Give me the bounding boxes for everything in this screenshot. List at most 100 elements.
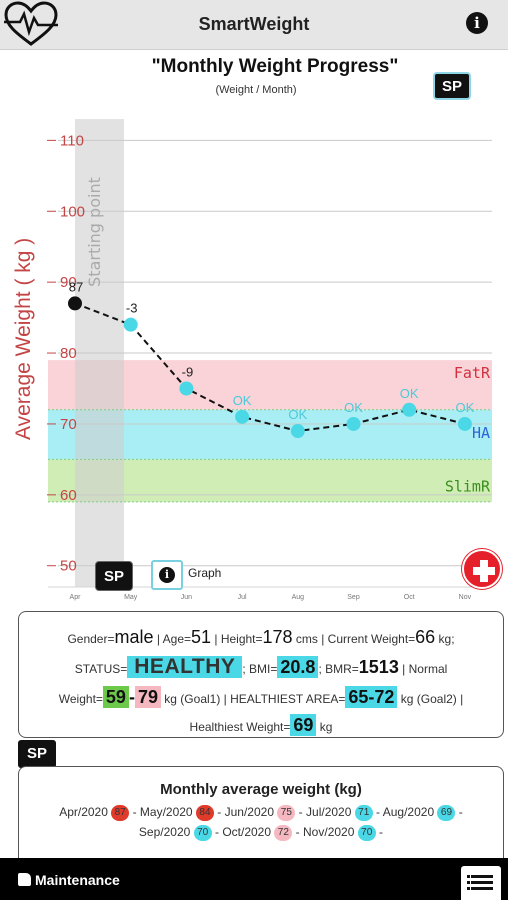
- app-title: SmartWeight: [198, 14, 310, 34]
- data-label: OK: [233, 393, 252, 408]
- y-axis-title: Average Weight ( kg ): [12, 238, 35, 440]
- summary-line-2: STATUS= HEALTHY; BMI= 20.8; BMR=1513 | Nor…: [19, 652, 503, 682]
- age-value: 51: [191, 627, 212, 647]
- x-tick-label: Oct: [404, 594, 415, 601]
- data-label: OK: [456, 400, 475, 415]
- add-weight-button[interactable]: [462, 549, 502, 589]
- month-separator: -: [455, 805, 463, 819]
- current-weight-unit: kg;: [435, 632, 455, 646]
- menu-list-icon[interactable]: [461, 866, 501, 900]
- month-separator: -: [295, 805, 307, 819]
- weight-chart-svg: 110 100 90 80 70 60 50 FatR HA SlimR Average Weigh…: [12, 119, 492, 601]
- month-value-badge: 84: [195, 804, 214, 821]
- month-separator: -: [292, 825, 304, 839]
- month-label: Sep/2020: [138, 825, 194, 839]
- y-tick-label: 70: [60, 416, 77, 433]
- status-badge: HEALTHY: [127, 656, 243, 678]
- month-separator: -: [372, 805, 383, 819]
- info-icon[interactable]: i: [466, 12, 488, 34]
- bmr-label: ; BMR=: [318, 662, 359, 676]
- data-label: -9: [182, 364, 194, 379]
- data-point: [402, 402, 417, 417]
- data-label: -3: [126, 301, 138, 316]
- x-tick-label: Nov: [459, 594, 472, 601]
- status-label: STATUS=: [74, 662, 128, 676]
- graph-info-button[interactable]: i: [151, 560, 183, 590]
- maintenance-label: Maintenance: [35, 872, 120, 888]
- zone-label-ha: HA: [472, 424, 490, 442]
- month-separator: -: [375, 825, 384, 839]
- month-value-badge: 69: [437, 804, 456, 821]
- month-value-badge: 70: [357, 824, 376, 841]
- healthiest-label: Healthiest Weight=: [189, 720, 291, 734]
- maintenance-tab[interactable]: Maintenance: [18, 872, 120, 888]
- data-point: [179, 381, 194, 396]
- data-point: [457, 416, 472, 431]
- data-point: [68, 296, 82, 311]
- monthly-list: Apr/2020 87 - May/2020 84 - Jun/2020 75 …: [19, 802, 503, 842]
- goal1-dash: -: [128, 687, 135, 707]
- data-point: [346, 416, 361, 431]
- graph-label: Graph: [188, 566, 222, 580]
- monthly-line: Apr/2020 87 - May/2020 84 - Jun/2020 75 …: [19, 802, 503, 822]
- healthiest-value: 69: [290, 714, 317, 736]
- weight-label: Weight=: [58, 692, 103, 706]
- month-label: Aug/2020: [382, 805, 438, 819]
- sp-badge-top[interactable]: SP: [433, 72, 471, 100]
- sp-badge-mid[interactable]: SP: [18, 740, 56, 768]
- x-tick-label: May: [124, 594, 138, 601]
- bmr-suffix: | Normal: [398, 662, 448, 676]
- weight-series-line: [74, 302, 466, 433]
- summary-line-4: Healthiest Weight= 69 kg: [19, 712, 503, 742]
- month-value-badge: 71: [354, 804, 373, 821]
- bmr-value: 1513: [358, 657, 399, 677]
- app-header: SmartWeight i: [0, 0, 508, 50]
- y-tick-label: 60: [60, 487, 77, 504]
- y-tick-label: 50: [60, 558, 77, 575]
- monthly-line: Sep/2020 70 - Oct/2020 72 - Nov/2020 70 …: [19, 822, 503, 842]
- monthly-title: Monthly average weight (kg): [160, 781, 362, 798]
- month-value-badge: 72: [274, 824, 293, 841]
- x-tick-label: Aug: [292, 594, 305, 601]
- chart-title: "Monthly Weight Progress": [151, 56, 399, 77]
- zone-label-slimr: SlimR: [445, 477, 491, 495]
- zone-label-fatr: FatR: [454, 364, 491, 382]
- data-point: [235, 409, 250, 424]
- height-value: 178: [262, 627, 293, 647]
- data-point: [123, 317, 138, 332]
- info-icon: i: [159, 567, 175, 583]
- month-label: Oct/2020: [222, 825, 275, 839]
- month-value-badge: 87: [111, 804, 130, 821]
- month-label: Jun/2020: [224, 805, 278, 819]
- summary-line-3: Weight= 59-79 kg (Goal1) | HEALTHIEST ARE…: [19, 682, 503, 712]
- current-weight-value: 66: [415, 627, 436, 647]
- data-label: OK: [288, 407, 307, 422]
- x-tick-label: Jun: [181, 594, 192, 601]
- month-separator: -: [213, 805, 225, 819]
- data-label: OK: [344, 400, 363, 415]
- x-tick-label: Sep: [347, 594, 360, 601]
- data-label: 87: [69, 279, 83, 294]
- gender-value: male: [114, 627, 154, 647]
- month-separator: -: [129, 805, 140, 819]
- bmi-value: 20.8: [277, 656, 319, 678]
- chart-subtitle: (Weight / Month): [215, 84, 297, 96]
- gender-label: Gender=: [67, 632, 115, 646]
- y-tick-label: 90: [60, 274, 77, 291]
- height-label: | Height=: [211, 632, 263, 646]
- bottom-bar: Maintenance: [0, 858, 508, 900]
- x-tick-label: Apr: [70, 594, 82, 601]
- month-label: May/2020: [139, 805, 196, 819]
- sp-chart-button[interactable]: SP: [95, 561, 133, 591]
- age-label: | Age=: [153, 632, 191, 646]
- x-tick-label: Jul: [238, 594, 247, 601]
- goal2-range: 65-72: [345, 686, 398, 708]
- month-value-badge: 75: [277, 804, 296, 821]
- thumbs-up-icon: [18, 873, 31, 886]
- goal1-high: 79: [134, 686, 161, 708]
- month-separator: -: [211, 825, 223, 839]
- goal2-suffix: kg (Goal2) |: [397, 692, 464, 706]
- y-tick-label: 100: [60, 203, 85, 220]
- weight-chart: 110 100 90 80 70 60 50 FatR HA SlimR Average Weigh…: [0, 52, 508, 602]
